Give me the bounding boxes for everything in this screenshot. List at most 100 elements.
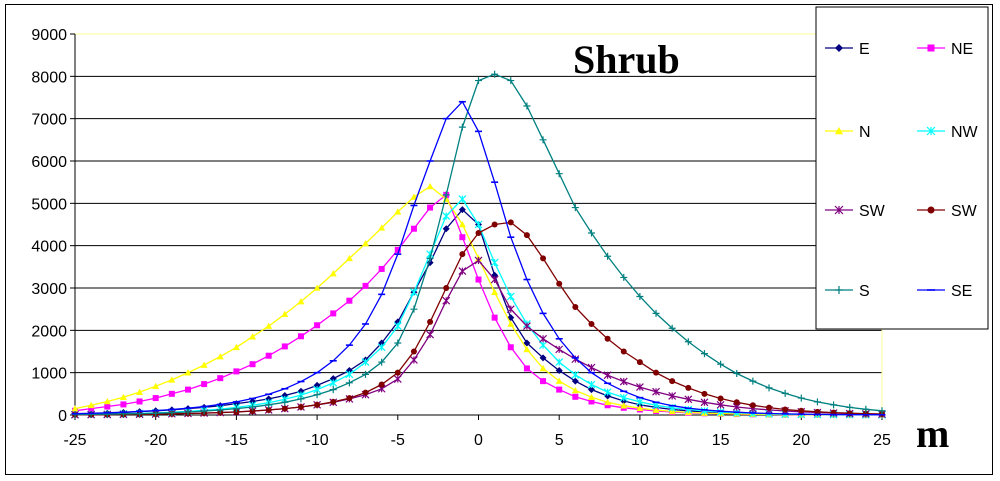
data-point (636, 404, 644, 412)
data-point (507, 219, 514, 226)
data-point (927, 206, 935, 214)
data-point (603, 388, 612, 397)
data-point (216, 353, 224, 360)
data-point (393, 375, 402, 383)
data-point (377, 343, 386, 352)
legend-item: N (825, 124, 871, 141)
data-point (87, 410, 95, 418)
data-point (313, 391, 321, 399)
data-point (701, 390, 708, 397)
data-point (346, 395, 353, 402)
legend-item: SE (917, 283, 972, 300)
data-point (523, 339, 531, 347)
data-point (539, 334, 547, 343)
data-point (458, 123, 466, 131)
data-point (620, 348, 627, 355)
data-point (458, 221, 466, 228)
data-point (491, 288, 499, 296)
data-point (475, 229, 482, 236)
data-point (846, 403, 854, 411)
data-point (652, 387, 660, 396)
legend-label: NW (951, 124, 979, 141)
data-point (571, 377, 579, 385)
data-point (491, 70, 499, 78)
data-point (136, 398, 143, 405)
data-point (797, 394, 805, 402)
data-point (217, 375, 224, 382)
data-point (555, 170, 563, 178)
data-point (168, 390, 175, 397)
data-point (571, 370, 580, 379)
data-point (394, 246, 401, 253)
data-point (830, 401, 838, 409)
data-point (635, 383, 644, 391)
legend-item: E (825, 41, 870, 58)
data-point (834, 205, 844, 215)
data-point (249, 403, 257, 411)
data-point (458, 267, 467, 275)
data-point (491, 221, 498, 228)
data-point (393, 322, 402, 331)
data-point (539, 136, 547, 144)
data-point (249, 361, 256, 368)
data-point (540, 255, 547, 262)
data-point (653, 369, 660, 376)
data-point (265, 407, 272, 414)
data-point (71, 411, 79, 419)
y-tick-label: 6000 (31, 154, 67, 171)
y-tick-label: 3000 (31, 281, 67, 298)
data-point (168, 376, 176, 383)
data-point (104, 403, 111, 410)
data-point (603, 371, 612, 380)
y-tick-label: 9000 (31, 27, 67, 44)
data-point (410, 348, 417, 355)
data-point (71, 405, 79, 412)
data-point (620, 402, 628, 409)
data-point (475, 276, 482, 283)
data-point (249, 333, 257, 340)
data-point (700, 407, 709, 415)
data-point (361, 358, 370, 367)
data-point (313, 284, 321, 291)
data-point (491, 314, 498, 321)
data-point (329, 378, 338, 387)
data-point (571, 386, 579, 394)
data-point (555, 377, 563, 384)
series-s-6 (71, 70, 886, 419)
data-point (378, 265, 385, 272)
data-point (588, 320, 595, 327)
data-point (459, 234, 466, 241)
data-point (410, 305, 418, 313)
data-point (458, 206, 466, 214)
data-point (362, 282, 369, 289)
data-point (588, 398, 595, 405)
legend-item: SW (825, 203, 886, 220)
data-point (926, 126, 936, 136)
data-point (668, 324, 676, 332)
data-point (684, 395, 693, 404)
legend-label: N (859, 124, 871, 141)
y-tick-label: 0 (58, 408, 67, 425)
data-point (814, 408, 821, 415)
data-point (572, 393, 579, 400)
data-point (765, 384, 773, 392)
data-point (636, 359, 643, 366)
data-point (426, 182, 434, 190)
data-point (119, 393, 127, 401)
data-point (120, 401, 127, 408)
data-point (362, 370, 370, 378)
data-point (927, 44, 935, 52)
data-point (604, 402, 611, 409)
x-tick-label: -10 (306, 432, 329, 449)
data-point (555, 345, 564, 354)
data-point (587, 386, 595, 394)
data-point (443, 285, 450, 291)
data-point (555, 367, 563, 375)
x-tick-label: 5 (555, 432, 564, 449)
data-point (506, 292, 515, 301)
data-point (152, 382, 160, 390)
data-point (781, 389, 789, 397)
x-tick-label: 15 (712, 432, 730, 449)
data-point (152, 395, 159, 402)
legend: E NE N NW SW SW S SE (815, 6, 989, 330)
